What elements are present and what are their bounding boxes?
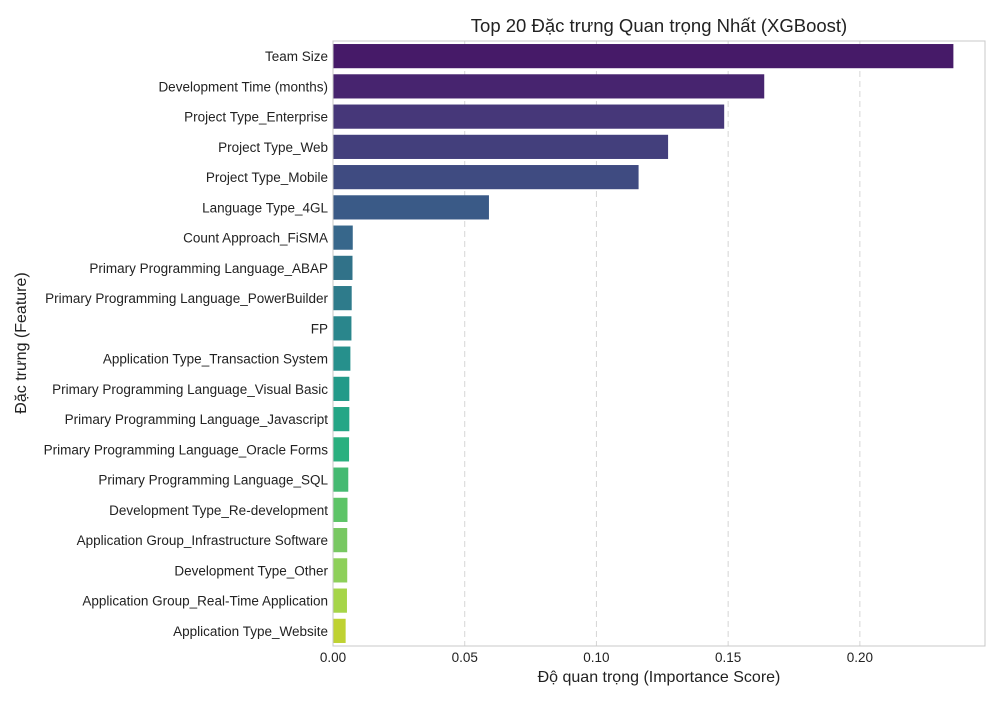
- bar: [333, 316, 352, 341]
- bar: [333, 588, 347, 613]
- bar: [333, 44, 954, 69]
- chart-title: Top 20 Đặc trưng Quan trọng Nhất (XGBoos…: [471, 15, 847, 36]
- y-tick-label: Team Size: [265, 49, 328, 64]
- bar: [333, 104, 725, 129]
- bar: [333, 165, 639, 190]
- bar: [333, 225, 353, 250]
- x-tick-label: 0.05: [452, 650, 478, 665]
- plot-area-frame: [332, 40, 986, 647]
- x-tick-label: 0.00: [320, 650, 346, 665]
- y-tick-label: Application Group_Infrastructure Softwar…: [77, 533, 328, 548]
- y-tick-label: Count Approach_FiSMA: [183, 231, 328, 246]
- bar: [333, 74, 765, 99]
- bar: [333, 195, 489, 220]
- y-tick-labels: Team Size Development Time (months) Projec…: [44, 49, 329, 639]
- x-axis-title: Độ quan trọng (Importance Score): [538, 669, 781, 686]
- y-tick-label: Project Type_Mobile: [206, 170, 328, 185]
- y-tick-label: Development Type_Re-development: [109, 503, 328, 518]
- y-axis-title: Đặc trưng (Feature): [13, 272, 30, 413]
- bar-series: [333, 44, 954, 643]
- y-tick-label: Primary Programming Language_Javascript: [65, 412, 329, 427]
- grid-lines: [332, 41, 861, 646]
- bar: [333, 437, 350, 462]
- y-tick-label: FP: [311, 321, 328, 336]
- x-tick-label: 0.15: [715, 650, 741, 665]
- y-tick-label: Project Type_Web: [218, 140, 328, 155]
- y-tick-label: Development Time (months): [158, 79, 328, 94]
- y-tick-label: Primary Programming Language_Visual Basi…: [52, 382, 328, 397]
- y-tick-label: Language Type_4GL: [202, 200, 328, 215]
- x-tick-label: 0.20: [847, 650, 873, 665]
- bar: [333, 255, 353, 280]
- x-tick-label: 0.10: [583, 650, 609, 665]
- bar: [333, 467, 349, 492]
- bar: [333, 286, 352, 311]
- bar: [333, 528, 348, 553]
- bar: [333, 618, 346, 643]
- y-tick-label: Application Type_Transaction System: [103, 352, 328, 367]
- y-tick-label: Primary Programming Language_ABAP: [89, 261, 328, 276]
- y-tick-label: Primary Programming Language_Oracle Form…: [44, 442, 329, 457]
- x-tick-labels: 0.00 0.05 0.10 0.15 0.20: [320, 650, 873, 665]
- y-tick-label: Primary Programming Language_PowerBuilde…: [45, 291, 328, 306]
- y-tick-label: Development Type_Other: [174, 563, 328, 578]
- y-tick-label: Project Type_Enterprise: [184, 110, 328, 125]
- bar: [333, 407, 350, 432]
- bar: [333, 497, 348, 522]
- y-tick-label: Application Type_Website: [173, 624, 328, 639]
- y-tick-label: Primary Programming Language_SQL: [98, 473, 328, 488]
- bar: [333, 346, 351, 371]
- bar: [333, 376, 350, 401]
- y-tick-label: Application Group_Real-Time Application: [82, 594, 328, 609]
- bar: [333, 558, 348, 583]
- bar: [333, 134, 669, 159]
